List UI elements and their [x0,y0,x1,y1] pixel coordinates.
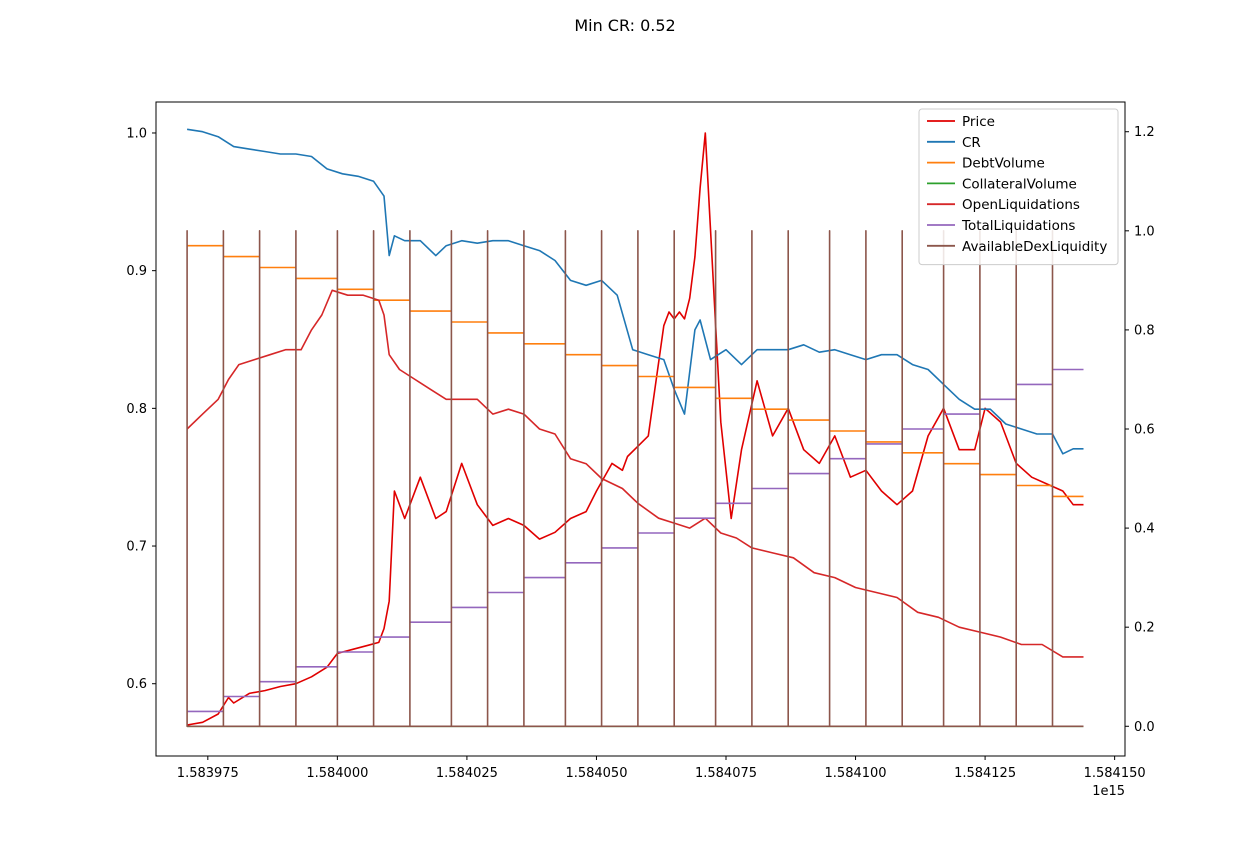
y-left-tick-label: 1.0 [126,126,147,141]
x-tick-label: 1.584025 [436,766,498,781]
y-left-tick-label: 0.9 [126,264,147,279]
x-tick-label: 1.584100 [825,766,887,781]
series-total-liquidations-line [187,368,1084,713]
x-tick-label: 1.584075 [695,766,757,781]
y-right-tick-label: 1.0 [1134,224,1155,239]
legend-label-cr: CR [962,135,981,151]
series-open-liquidations-line [186,289,1084,658]
x-tick-label: 1.583975 [177,766,239,781]
y-right-tick-label: 0.4 [1134,522,1155,537]
legend: Price CR DebtVolume CollateralVolume OpenLiq… [918,108,1119,266]
x-tick-label: 1.584050 [565,766,627,781]
x-tick-label: 1.584150 [1084,766,1146,781]
series-available-dex-liquidity-line [186,230,1084,728]
x-axis-multiplier-label: 1e15 [1092,784,1125,799]
y-left-tick-label: 0.7 [126,540,147,555]
y-right-tick-label: 0.2 [1134,621,1155,636]
y-right-tick-label: 0.0 [1134,720,1155,735]
legend-label-open-liquidations: OpenLiquidations [962,197,1080,213]
x-tick-label: 1.584125 [954,766,1016,781]
chart-title: Min CR: 0.52 [574,16,675,35]
legend-label-total-liquidations: TotalLiquidations [961,218,1075,234]
series-debt-volume-line [187,244,1084,498]
axes-layer: 1.583975 1.584000 1.584025 1.584050 1.584075… [126,125,1154,781]
legend-label-available-dex-liquidity: AvailableDexLiquidity [962,239,1107,255]
y-right-tick-label: 0.6 [1134,423,1155,438]
y-left-tick-label: 0.6 [126,677,147,692]
y-right-tick-label: 0.8 [1134,323,1155,338]
series-cr-line [186,128,1084,455]
legend-label-debt-volume: DebtVolume [962,156,1045,172]
series-layer [186,128,1084,728]
legend-label-price: Price [962,114,995,130]
legend-box [918,108,1119,266]
x-tick-label: 1.584000 [306,766,368,781]
y-right-tick-label: 1.2 [1134,125,1155,140]
series-price-line [186,132,1084,726]
legend-label-collateral-volume: CollateralVolume [962,176,1077,192]
y-left-tick-label: 0.8 [126,402,147,417]
